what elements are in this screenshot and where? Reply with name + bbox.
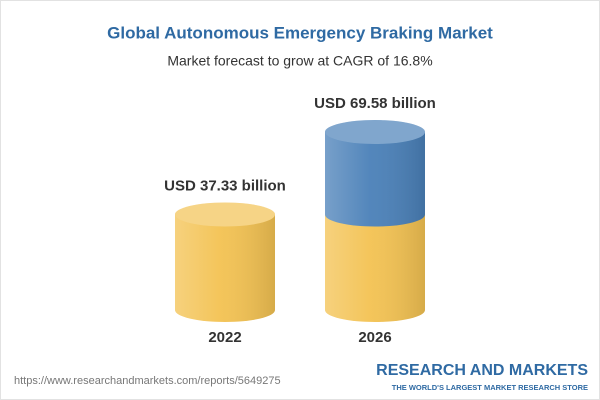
x-tick-label: 2026: [358, 329, 391, 346]
chart-title: Global Autonomous Emergency Braking Mark…: [107, 23, 493, 42]
value-label: USD 37.33 billion: [164, 177, 286, 194]
value-label: USD 69.58 billion: [314, 95, 436, 112]
cylinder-top-highlight: [175, 202, 275, 227]
cylinder-shade: [175, 214, 275, 322]
tagline: THE WORLD'S LARGEST MARKET RESEARCH STOR…: [392, 383, 588, 392]
cylinder-top: [175, 202, 275, 227]
chart-subtitle: Market forecast to grow at CAGR of 16.8%: [167, 53, 432, 69]
cylinder-top: [325, 120, 425, 144]
brand: RESEARCH AND MARKETS: [376, 362, 588, 379]
x-tick-label: 2022: [208, 329, 241, 346]
source-url: https://www.researchandmarkets.com/repor…: [14, 375, 281, 387]
cylinder-shade: [325, 132, 425, 227]
cylinder-top-highlight: [325, 120, 425, 144]
cylinder-shade: [325, 214, 425, 322]
